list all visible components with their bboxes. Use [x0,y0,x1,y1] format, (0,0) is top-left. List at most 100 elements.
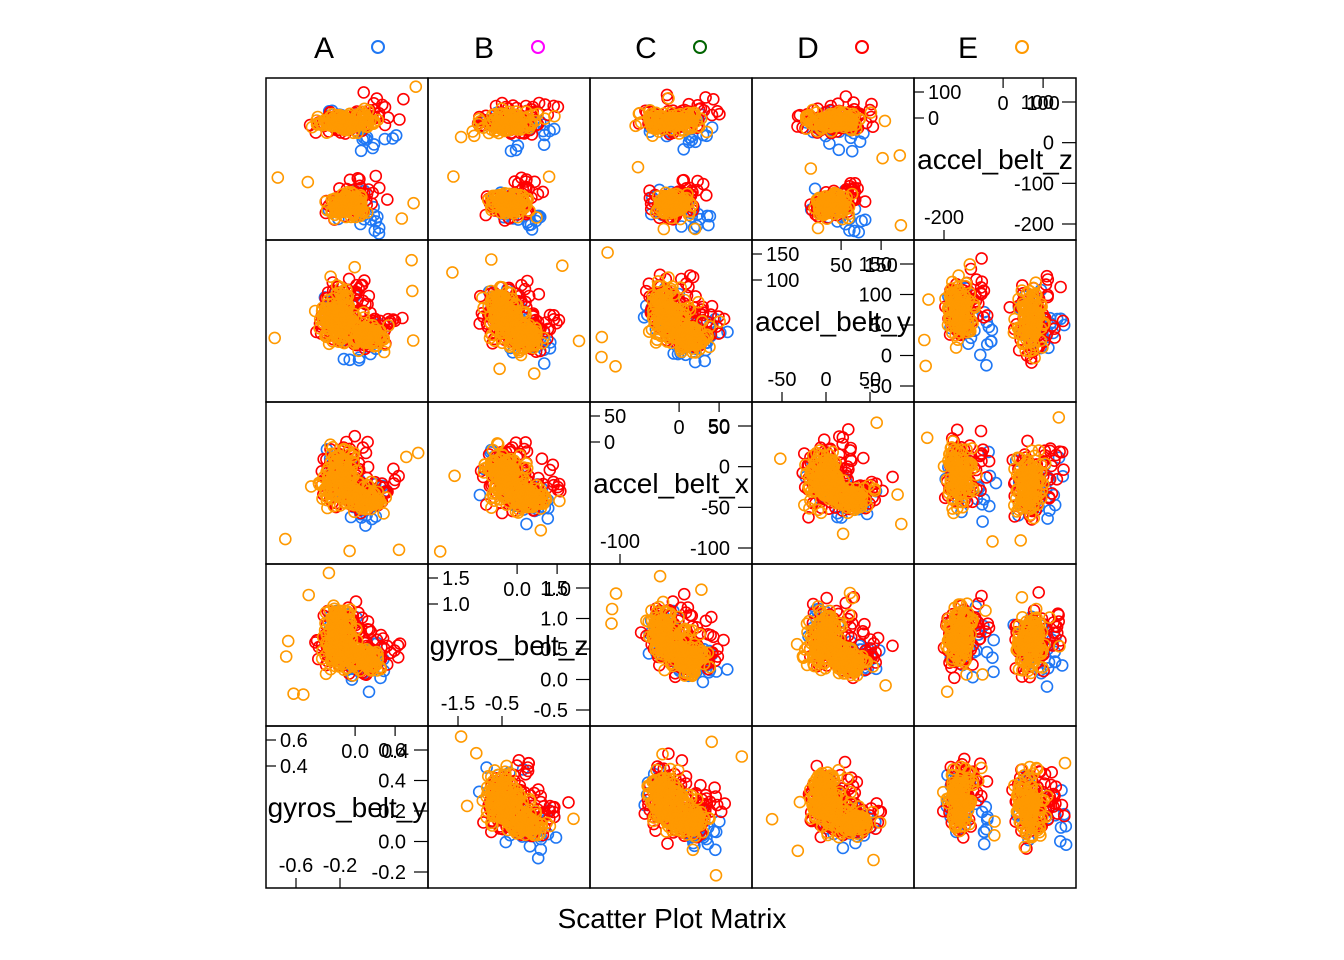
point-d [343,173,357,187]
point-a [541,512,555,525]
point-d [886,470,899,484]
point-outlier [405,284,419,298]
point-a [677,143,691,156]
point-d [535,452,549,466]
point-e [511,198,525,211]
legend-marker-b [531,40,545,54]
point-outlier [484,253,498,266]
point-d [536,185,550,199]
panel-1-4 [917,252,1071,373]
point-d [380,193,394,206]
point-d [865,97,878,111]
point-e [646,112,660,126]
point-e [690,114,703,128]
point-d [393,113,406,126]
point-e [518,201,531,214]
point-d [839,90,853,103]
point-e [492,126,506,140]
point-outlier [348,260,362,274]
point-a [543,124,556,138]
point-e [305,120,319,134]
point-e [364,114,377,127]
point-d [699,189,713,202]
point-d [975,252,988,265]
legend-label-b: B [474,32,494,65]
panel-2-0 [278,429,425,558]
point-outlier [646,129,659,142]
point-e [675,202,689,215]
legend-label-a: A [314,32,334,65]
point-outlier [893,149,907,162]
point-e [358,102,371,116]
point-a [693,212,707,226]
point-e [652,125,666,138]
point-outlier [399,450,413,464]
point-outlier [278,532,292,546]
point-a [973,348,987,362]
point-a [525,223,539,236]
point-outlier [555,259,569,273]
point-d [699,91,712,104]
point-a [520,517,533,531]
point-d [706,93,720,106]
point-e [664,113,678,126]
point-a [845,144,859,158]
point-d [713,107,726,121]
point-d [508,175,522,188]
point-e [670,108,684,122]
point-a [537,357,551,370]
legend-marker-c [693,40,707,54]
panel-0-0 [271,80,423,240]
point-a [386,132,400,145]
point-d [856,451,870,465]
point-e [633,106,646,120]
point-a [367,138,381,151]
point-e [510,112,524,125]
point-outlier [811,221,825,235]
panel-2-1 [433,436,567,558]
point-outlier [268,331,282,345]
point-outlier [572,334,586,348]
point-outlier [657,222,671,236]
point-outlier [407,196,420,210]
point-a [700,209,714,223]
point-e [347,195,360,209]
point-d [705,108,719,122]
panel-0-3 [791,90,908,239]
point-outlier [405,253,418,267]
point-a [511,139,525,153]
point-outlier [454,130,468,144]
panel-2-3 [773,416,908,541]
point-a [378,132,392,146]
point-outlier [595,350,608,364]
point-d [528,175,541,189]
point-outlier [595,330,609,344]
point-e [357,205,371,219]
point-outlier [467,129,481,143]
point-outlier [631,160,645,174]
legend-marker-a [371,40,385,54]
point-outlier [409,80,423,93]
point-e [335,116,348,130]
point-outlier [446,266,459,279]
panel-1-1 [446,253,586,380]
point-a [687,221,701,235]
point-d [366,186,380,200]
point-a [354,144,368,158]
point-a [537,138,551,151]
point-e [658,194,672,207]
point-outlier [406,334,420,347]
points-layer [268,80,1073,882]
point-e [656,111,669,124]
point-outlier [548,109,561,123]
point-outlier [894,219,908,232]
point-outlier [878,114,892,128]
point-d [357,86,371,99]
point-d [342,272,356,286]
point-d [538,98,552,111]
panel-1-0 [268,253,420,367]
legend-marker-d [855,40,869,54]
point-d [397,92,410,106]
